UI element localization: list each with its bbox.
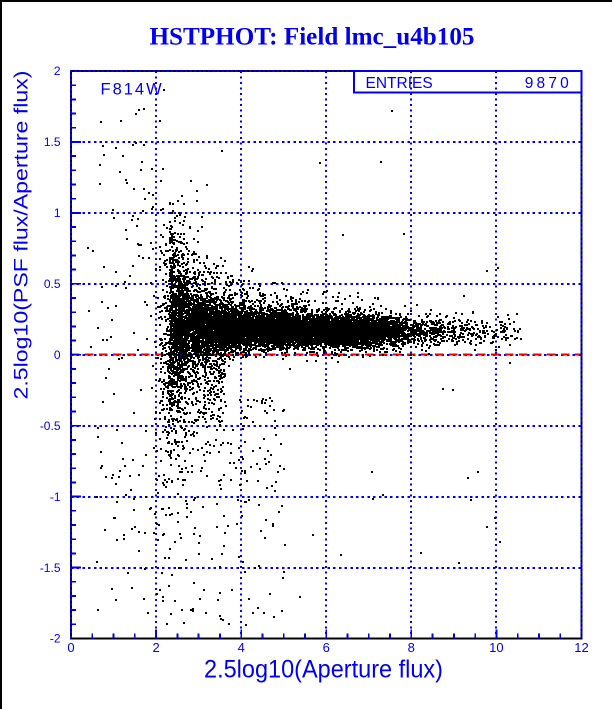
svg-text:-1.5: -1.5 (40, 561, 61, 575)
svg-text:ENTRIES: ENTRIES (366, 75, 433, 92)
svg-text:1.5: 1.5 (44, 135, 61, 149)
svg-text:0: 0 (54, 348, 61, 362)
svg-text:0: 0 (67, 640, 74, 655)
svg-text:8: 8 (408, 640, 415, 655)
svg-text:10: 10 (489, 640, 503, 655)
svg-text:-0.5: -0.5 (40, 419, 61, 433)
svg-text:-2: -2 (50, 632, 61, 646)
svg-text:12: 12 (574, 640, 588, 655)
svg-text:F814W: F814W (101, 81, 164, 99)
svg-text:2: 2 (54, 64, 61, 78)
svg-text:2: 2 (152, 640, 159, 655)
svg-text:0.5: 0.5 (44, 277, 61, 291)
svg-text:9870: 9870 (525, 75, 572, 92)
svg-text:2.5log10(PSF flux/Aperture flu: 2.5log10(PSF flux/Aperture flux) (12, 71, 33, 400)
svg-text:2.5log10(Aperture flux): 2.5log10(Aperture flux) (204, 655, 443, 683)
svg-text:HSTPHOT: Field lmc_u4b105: HSTPHOT: Field lmc_u4b105 (150, 24, 475, 51)
svg-text:1: 1 (54, 206, 61, 220)
svg-text:4: 4 (238, 640, 245, 655)
svg-text:-1: -1 (50, 490, 61, 504)
svg-text:6: 6 (323, 640, 330, 655)
